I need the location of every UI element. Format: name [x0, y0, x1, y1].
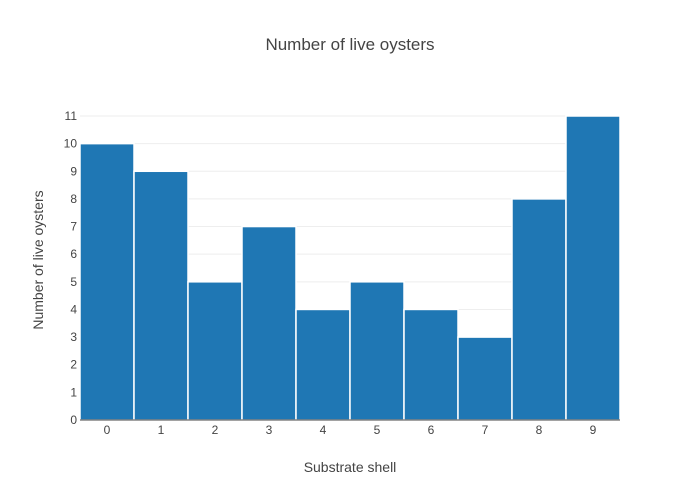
x-tick-label: 8 — [536, 423, 543, 437]
y-tick-label: 1 — [70, 385, 77, 399]
y-tick-label: 3 — [70, 330, 77, 344]
x-tick-label: 6 — [428, 423, 435, 437]
x-tick-label: 1 — [158, 423, 165, 437]
x-tick-label: 2 — [212, 423, 219, 437]
x-axis-title: Substrate shell — [304, 459, 397, 475]
bar-9[interactable] — [565, 115, 621, 421]
y-tick-label: 7 — [70, 220, 77, 234]
x-tick-label: 5 — [374, 423, 381, 437]
y-tick-label: 0 — [70, 413, 77, 427]
chart-title: Number of live oysters — [265, 35, 434, 54]
bar-1[interactable] — [133, 170, 189, 421]
bar-8[interactable] — [511, 198, 567, 421]
bar-5[interactable] — [349, 281, 405, 421]
x-tick-label: 9 — [590, 423, 597, 437]
bar-4[interactable] — [295, 308, 351, 421]
y-tick-label: 11 — [65, 109, 78, 123]
bars — [79, 115, 621, 421]
bar-6[interactable] — [403, 308, 459, 421]
x-tick-label: 3 — [266, 423, 273, 437]
x-tick-label: 4 — [320, 423, 327, 437]
bar-3[interactable] — [241, 225, 297, 421]
y-tick-label: 2 — [70, 358, 77, 372]
bar-7[interactable] — [457, 336, 513, 421]
y-tick-label: 10 — [64, 137, 78, 151]
y-tick-label: 8 — [70, 192, 77, 206]
y-axis-ticks: 0 1 2 3 4 5 6 7 8 9 10 11 — [64, 109, 78, 427]
bar-2[interactable] — [187, 281, 243, 421]
x-tick-label: 0 — [104, 423, 111, 437]
y-tick-label: 9 — [70, 164, 77, 178]
y-tick-label: 6 — [70, 247, 77, 261]
bar-0[interactable] — [79, 142, 135, 421]
y-tick-label: 5 — [70, 275, 77, 289]
x-axis-ticks: 0 1 2 3 4 5 6 7 8 9 — [104, 423, 597, 437]
y-axis-title: Number of live oysters — [30, 190, 46, 329]
x-tick-label: 7 — [482, 423, 489, 437]
y-tick-label: 4 — [70, 302, 77, 316]
